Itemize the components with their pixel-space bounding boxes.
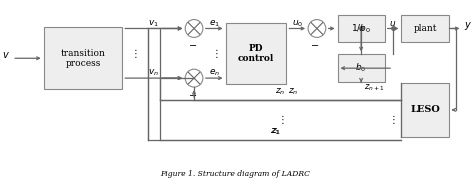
Text: transition
process: transition process [61,48,105,68]
Bar [44,28,122,89]
Text: plant: plant [413,24,437,33]
Text: LESO: LESO [410,105,440,114]
Bar [337,15,385,42]
Bar [401,83,448,137]
Text: $u$: $u$ [390,19,397,28]
Bar [226,23,286,84]
Text: $e_n$: $e_n$ [209,68,220,78]
Text: $-$: $-$ [310,40,319,49]
Text: $-$: $-$ [188,90,197,99]
Text: $\vdots$: $\vdots$ [277,113,284,126]
Text: $v_n$: $v_n$ [148,68,159,78]
Text: $-$: $-$ [188,40,197,49]
Text: $y$: $y$ [465,19,473,31]
Text: Figure 1. Structure diagram of LADRC: Figure 1. Structure diagram of LADRC [160,170,310,178]
Text: PD
control: PD control [238,44,274,63]
Text: $v_1$: $v_1$ [148,18,159,29]
Text: $v$: $v$ [2,50,10,60]
Text: $z_1$: $z_1$ [271,126,281,137]
Text: $z_n$: $z_n$ [288,86,298,97]
Text: $z_1$: $z_1$ [270,126,280,137]
Text: $e_1$: $e_1$ [209,18,220,29]
Text: $\vdots$: $\vdots$ [210,47,218,60]
Text: $\vdots$: $\vdots$ [130,47,138,60]
Text: $z_{n+1}$: $z_{n+1}$ [364,82,384,92]
Bar [337,54,385,82]
Text: $z_n$: $z_n$ [275,86,286,97]
Text: $\vdots$: $\vdots$ [388,113,395,126]
Bar [401,15,448,42]
Text: $1/b_0$: $1/b_0$ [351,22,371,35]
Text: $u_0$: $u_0$ [292,18,303,29]
Text: $b_0$: $b_0$ [356,62,367,74]
